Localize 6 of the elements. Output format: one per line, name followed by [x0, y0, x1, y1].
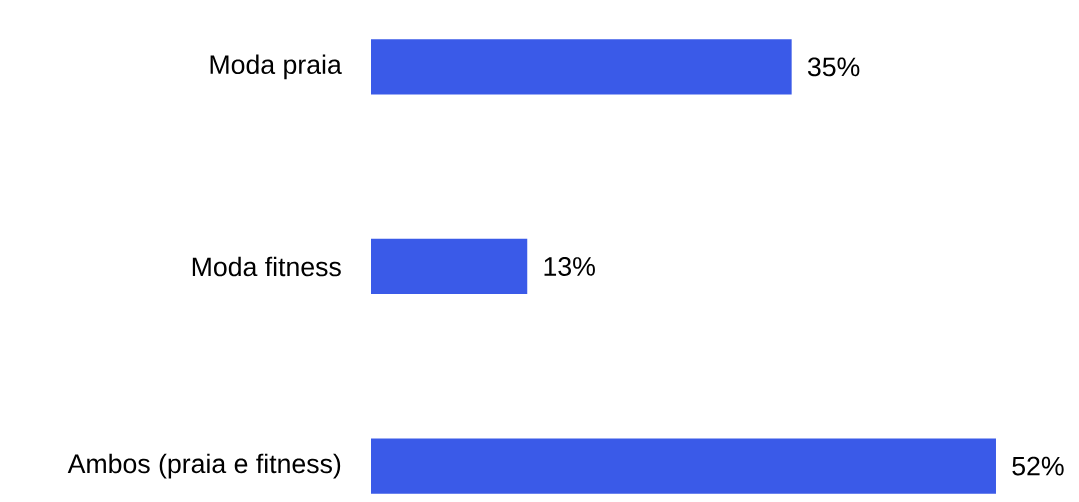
data-label: 35%	[807, 57, 860, 77]
data-label: 52%	[1012, 456, 1064, 476]
y-tick-label: Moda praia	[210, 54, 342, 80]
y-tick-label: Ambos (praia e fitness)	[67, 453, 341, 479]
y-tick-label: Moda fitness	[192, 256, 341, 277]
data-label: 13%	[544, 257, 595, 276]
